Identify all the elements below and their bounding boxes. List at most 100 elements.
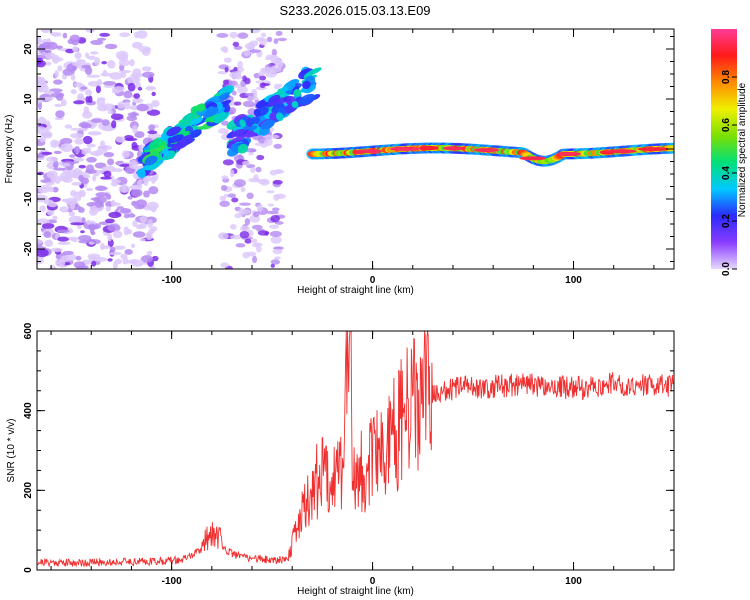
noise-speckle <box>270 214 281 223</box>
track-mark <box>148 139 164 150</box>
track-mark <box>254 109 261 117</box>
noise-speckle <box>115 258 123 265</box>
spectrogram-y-tick-label: -20 <box>23 241 34 256</box>
noise-speckle <box>129 59 135 67</box>
noise-speckle <box>146 201 159 210</box>
carrier-peak <box>519 156 547 161</box>
carrier-peak <box>558 151 582 156</box>
noise-speckle <box>127 195 133 200</box>
spectrogram-heatmap <box>37 29 674 269</box>
noise-speckle <box>86 143 96 148</box>
noise-speckle <box>229 31 238 39</box>
track-mark <box>239 119 246 128</box>
noise-speckle <box>269 127 275 132</box>
noise-speckle <box>246 192 254 200</box>
noise-speckle <box>53 150 62 155</box>
noise-speckle <box>246 251 257 257</box>
noise-speckle <box>69 154 76 158</box>
noise-speckle <box>264 138 273 147</box>
track-mark <box>269 112 278 121</box>
figure-title: S233.2026.015.03.13.E09 <box>279 3 430 18</box>
noise-speckle <box>90 39 104 45</box>
noise-speckle <box>260 32 267 38</box>
track-mark <box>212 113 225 124</box>
carrier-peak <box>352 150 365 155</box>
noise-speckle <box>86 156 97 163</box>
noise-speckle <box>269 224 279 229</box>
noise-speckle <box>47 202 58 208</box>
noise-speckle <box>251 224 263 230</box>
noise-speckle <box>113 179 121 184</box>
noise-speckle <box>78 235 92 242</box>
track-mark <box>301 80 311 90</box>
noise-speckle <box>257 230 270 236</box>
noise-speckle <box>38 187 50 194</box>
noise-speckle <box>78 164 86 169</box>
noise-speckle <box>107 60 116 69</box>
noise-speckle <box>244 218 251 226</box>
noise-speckle <box>217 71 228 75</box>
noise-speckle <box>231 197 239 203</box>
noise-speckle <box>232 41 240 47</box>
noise-speckle <box>73 100 85 105</box>
noise-speckle <box>101 119 110 126</box>
noise-speckle <box>59 206 69 213</box>
noise-speckle <box>105 218 115 224</box>
noise-speckle <box>111 120 117 129</box>
noise-speckle <box>112 230 123 239</box>
noise-speckle <box>109 72 123 80</box>
track-mark <box>144 155 158 166</box>
track-mark <box>162 148 170 157</box>
noise-speckle <box>273 38 279 45</box>
track-mark <box>248 116 261 126</box>
colorbar-tick-label: 0.4 <box>721 166 732 180</box>
noise-speckle <box>62 32 68 39</box>
noise-speckle <box>78 174 84 182</box>
carrier-peak <box>389 146 420 151</box>
noise-speckle <box>117 53 129 62</box>
noise-speckle <box>266 190 275 194</box>
noise-speckle <box>131 41 143 49</box>
noise-speckle <box>270 259 281 265</box>
noise-speckle <box>237 32 249 39</box>
track-mark <box>293 89 302 97</box>
noise-speckle <box>39 205 46 212</box>
noise-speckle <box>127 112 140 117</box>
noise-speckle <box>130 243 136 249</box>
carrier-peak <box>443 146 462 151</box>
noise-speckle <box>103 170 112 178</box>
noise-speckle <box>126 229 133 235</box>
noise-speckle <box>148 186 159 195</box>
noise-speckle <box>52 215 58 221</box>
noise-speckle <box>253 211 260 218</box>
track-mark <box>218 92 230 99</box>
noise-speckle <box>54 103 63 108</box>
noise-speckle <box>229 71 241 79</box>
noise-speckle <box>251 238 258 244</box>
noise-speckle <box>271 48 278 57</box>
noise-speckle <box>274 193 286 200</box>
noise-speckle <box>88 241 95 245</box>
noise-speckle <box>243 50 251 57</box>
noise-speckle <box>73 82 83 88</box>
noise-speckle <box>151 255 159 262</box>
noise-speckle <box>132 231 146 238</box>
noise-speckle <box>45 61 52 66</box>
noise-speckle <box>49 32 62 36</box>
noise-speckle <box>244 92 254 97</box>
noise-speckle <box>37 171 44 176</box>
noise-speckle <box>139 222 147 229</box>
noise-speckle <box>217 232 229 240</box>
noise-speckle <box>278 83 283 88</box>
spectrogram-y-tick-label: -10 <box>23 191 34 206</box>
track-mark <box>305 67 322 77</box>
noise-speckle <box>104 43 118 50</box>
snr-y-tick-label: 0 <box>23 567 34 573</box>
noise-speckle <box>241 160 250 166</box>
noise-speckle <box>54 70 59 78</box>
noise-speckle <box>58 175 71 182</box>
noise-speckle <box>128 213 136 218</box>
noise-speckle <box>256 154 265 161</box>
noise-speckle <box>242 75 247 82</box>
